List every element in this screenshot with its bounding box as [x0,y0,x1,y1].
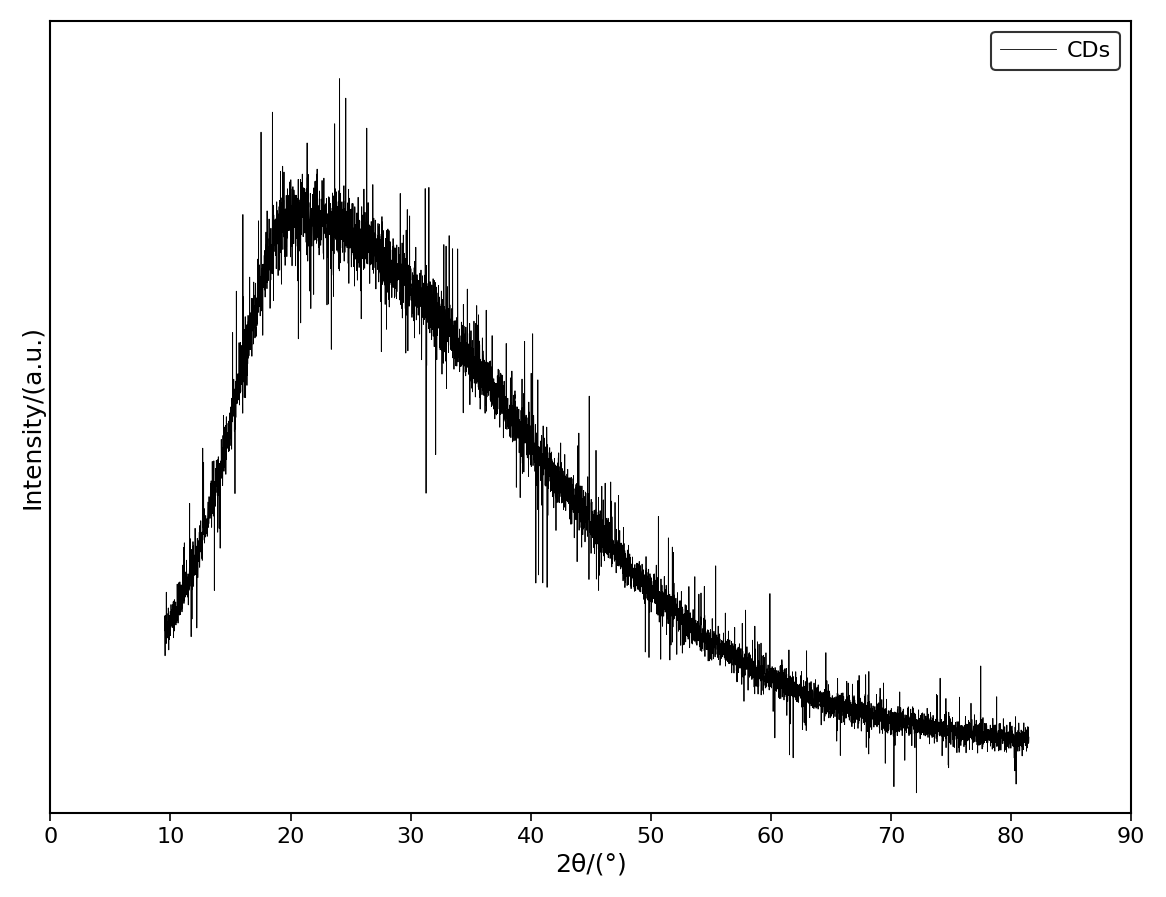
CDs [484,390,498,401]
X-axis label: 2θ/(°): 2θ/(°) [555,852,626,876]
CDs [203,505,217,516]
Line: CDs: CDs [164,79,1028,793]
CDs [576,524,590,535]
CDs [157,620,171,631]
CDs [1021,732,1035,743]
CDs [909,788,923,798]
Legend: CDs: CDs [991,32,1119,70]
CDs [384,271,398,282]
CDs [501,419,515,430]
CDs [743,667,757,678]
Y-axis label: Intensity/(a.u.): Intensity/(a.u.) [21,325,44,509]
CDs [332,74,346,84]
